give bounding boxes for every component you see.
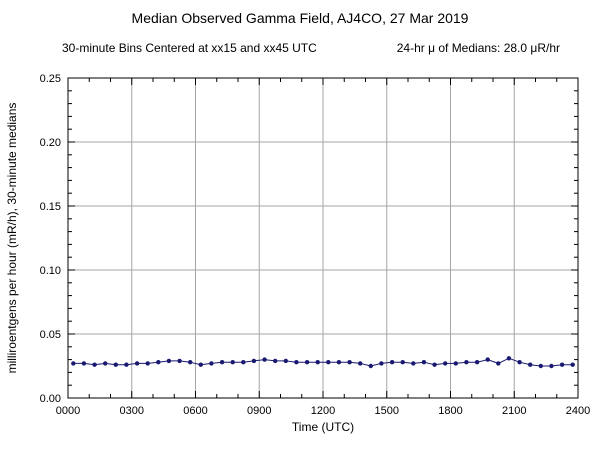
data-point <box>464 360 469 365</box>
data-point <box>347 360 352 365</box>
data-point <box>379 361 384 366</box>
data-point <box>400 360 405 365</box>
data-point <box>71 361 76 366</box>
data-point <box>474 360 480 365</box>
y-tick-label: 0.00 <box>40 393 61 405</box>
y-tick-label: 0.20 <box>40 137 61 149</box>
x-tick-label: 1800 <box>438 405 462 417</box>
chart-subtitle-row: 30-minute Bins Centered at xx15 and xx45… <box>0 41 600 55</box>
x-tick-label: 0600 <box>183 405 207 417</box>
data-point <box>368 363 373 369</box>
y-tick-label: 0.15 <box>40 201 61 213</box>
data-point <box>549 363 554 369</box>
data-point <box>134 361 140 366</box>
x-tick-labels: 0000 0300 0600 0900 1200 1500 1800 2100 2400 <box>56 405 590 417</box>
grid-lines <box>68 78 578 398</box>
data-point <box>443 361 448 366</box>
data-point <box>315 360 320 365</box>
chart-subtitle-bins: 30-minute Bins Centered at xx15 and xx45… <box>62 41 317 55</box>
x-tick-label: 1500 <box>375 405 399 417</box>
data-point <box>411 361 416 366</box>
data-point <box>241 360 246 365</box>
data-point <box>273 358 278 364</box>
data-point <box>517 360 522 365</box>
data-point <box>113 362 119 367</box>
data-point <box>209 361 214 366</box>
data-series <box>71 356 575 369</box>
data-point <box>326 360 331 365</box>
data-point <box>528 362 533 367</box>
data-point <box>304 360 310 365</box>
y-tick-label: 0.25 <box>40 73 61 85</box>
x-tick-label: 0300 <box>120 405 144 417</box>
data-point <box>421 360 427 365</box>
data-point <box>188 360 193 365</box>
data-point <box>177 358 182 364</box>
x-tick-label: 2400 <box>566 405 590 417</box>
data-point <box>219 360 225 365</box>
chart-subtitle-mean: 24-hr μ of Medians: 28.0 μR/hr <box>396 41 560 55</box>
data-point <box>103 361 108 366</box>
data-point <box>389 360 395 365</box>
data-point <box>506 356 512 361</box>
data-point <box>496 361 501 366</box>
x-axis-label: Time (UTC) <box>292 420 354 434</box>
data-point <box>559 362 565 367</box>
x-tick-label: 2100 <box>502 405 526 417</box>
data-point <box>453 361 458 366</box>
data-point <box>92 362 97 367</box>
data-point <box>294 360 299 365</box>
data-point <box>124 362 129 367</box>
data-point <box>538 363 543 369</box>
data-point <box>145 361 150 366</box>
data-point <box>81 361 87 366</box>
y-tick-label: 0.10 <box>40 265 61 277</box>
y-tick-labels: 0.00 0.05 0.10 0.15 0.20 0.25 <box>40 73 61 405</box>
y-tick-label: 0.05 <box>40 329 61 341</box>
data-point <box>198 362 203 367</box>
data-point <box>485 357 490 362</box>
chart-title: Median Observed Gamma Field, AJ4CO, 27 M… <box>131 10 469 26</box>
data-point <box>156 360 161 365</box>
y-axis-label: milliroentgens per hour (mR/h), 30-minut… <box>5 103 19 374</box>
tick-marks <box>67 77 579 399</box>
data-point <box>432 362 437 367</box>
x-tick-label: 0000 <box>56 405 80 417</box>
data-point <box>570 362 575 367</box>
data-point <box>336 360 342 365</box>
data-point <box>283 358 288 364</box>
data-point <box>262 357 267 362</box>
data-point <box>358 361 363 366</box>
x-tick-label: 0900 <box>247 405 271 417</box>
x-tick-label: 1200 <box>311 405 335 417</box>
data-point <box>166 358 172 364</box>
data-point <box>251 358 257 364</box>
data-point <box>230 360 235 365</box>
